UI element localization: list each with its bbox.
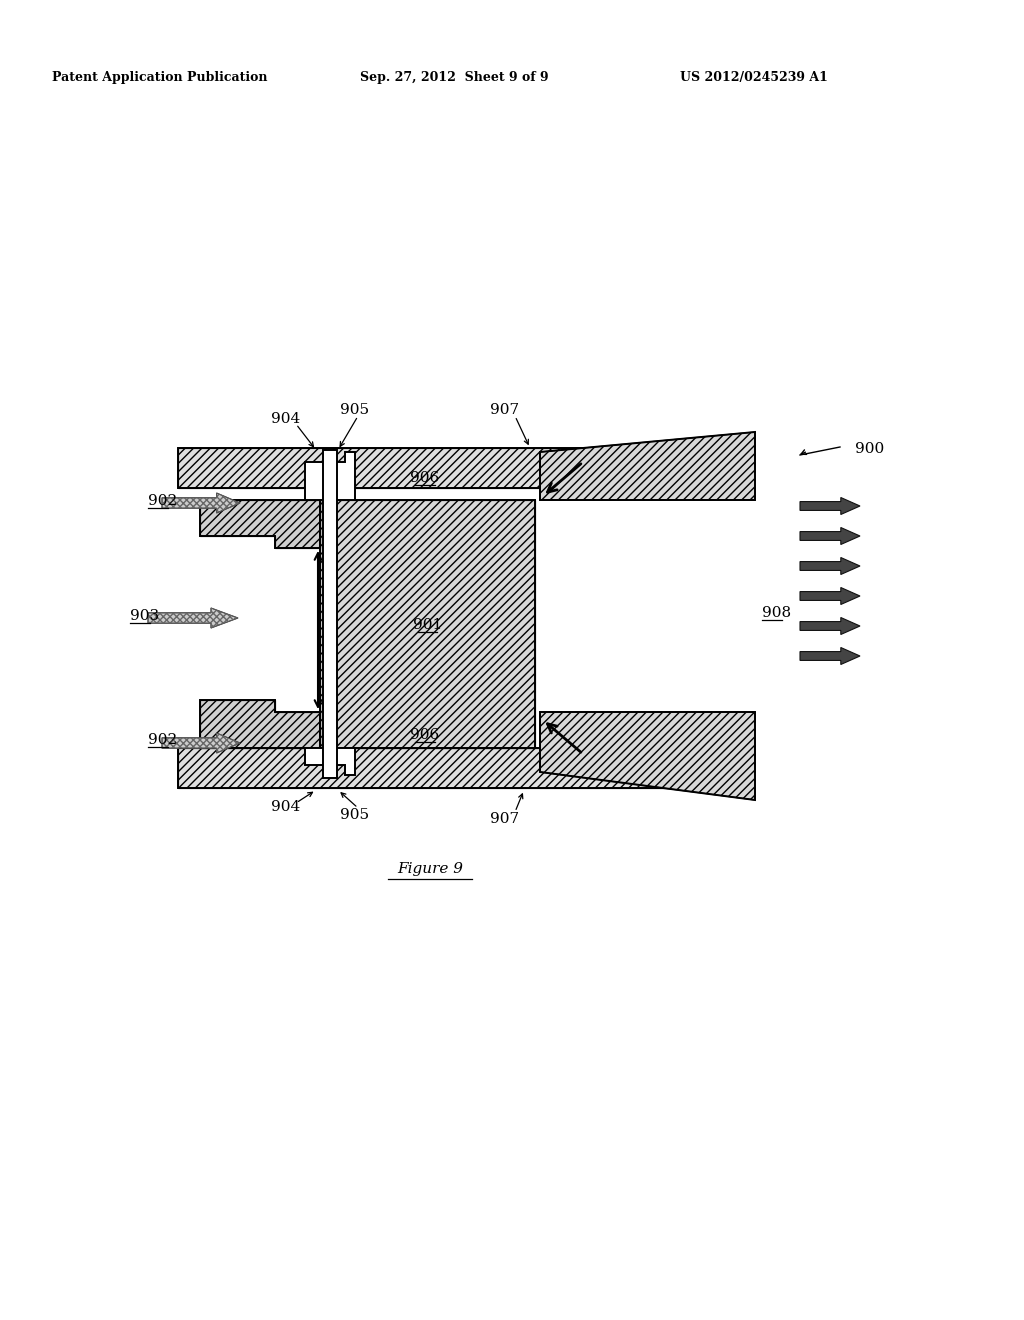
Text: 902: 902: [148, 494, 177, 508]
Polygon shape: [540, 432, 755, 500]
Polygon shape: [305, 451, 355, 500]
Polygon shape: [305, 748, 355, 775]
Polygon shape: [162, 492, 240, 513]
Polygon shape: [800, 648, 860, 664]
Bar: [323, 450, 337, 777]
Polygon shape: [800, 557, 860, 574]
Polygon shape: [540, 711, 755, 800]
Text: 907: 907: [490, 403, 519, 417]
Polygon shape: [800, 618, 860, 635]
Polygon shape: [800, 587, 860, 605]
Polygon shape: [162, 733, 240, 752]
Bar: [178, 748, 750, 788]
Polygon shape: [200, 500, 319, 548]
Text: 900: 900: [855, 442, 885, 455]
Bar: [178, 748, 750, 788]
Bar: [178, 447, 750, 488]
Text: 903: 903: [130, 609, 159, 623]
Bar: [178, 447, 750, 488]
Text: 904: 904: [271, 412, 301, 426]
Polygon shape: [200, 700, 319, 748]
Text: US 2012/0245239 A1: US 2012/0245239 A1: [680, 71, 827, 84]
Polygon shape: [148, 609, 238, 628]
Text: 908: 908: [762, 606, 792, 620]
Text: 902: 902: [148, 733, 177, 747]
Text: 906: 906: [411, 729, 439, 742]
Text: 907: 907: [490, 812, 519, 826]
Text: Patent Application Publication: Patent Application Publication: [52, 71, 267, 84]
Text: Sep. 27, 2012  Sheet 9 of 9: Sep. 27, 2012 Sheet 9 of 9: [360, 71, 549, 84]
Polygon shape: [800, 528, 860, 544]
Bar: [319, 500, 535, 748]
Text: 906: 906: [411, 471, 439, 484]
Text: 904: 904: [271, 800, 301, 814]
Text: 905: 905: [340, 403, 370, 417]
Polygon shape: [800, 498, 860, 515]
Bar: [319, 500, 535, 748]
Text: 901: 901: [413, 618, 442, 632]
Text: Figure 9: Figure 9: [397, 862, 463, 876]
Text: 905: 905: [340, 808, 370, 822]
